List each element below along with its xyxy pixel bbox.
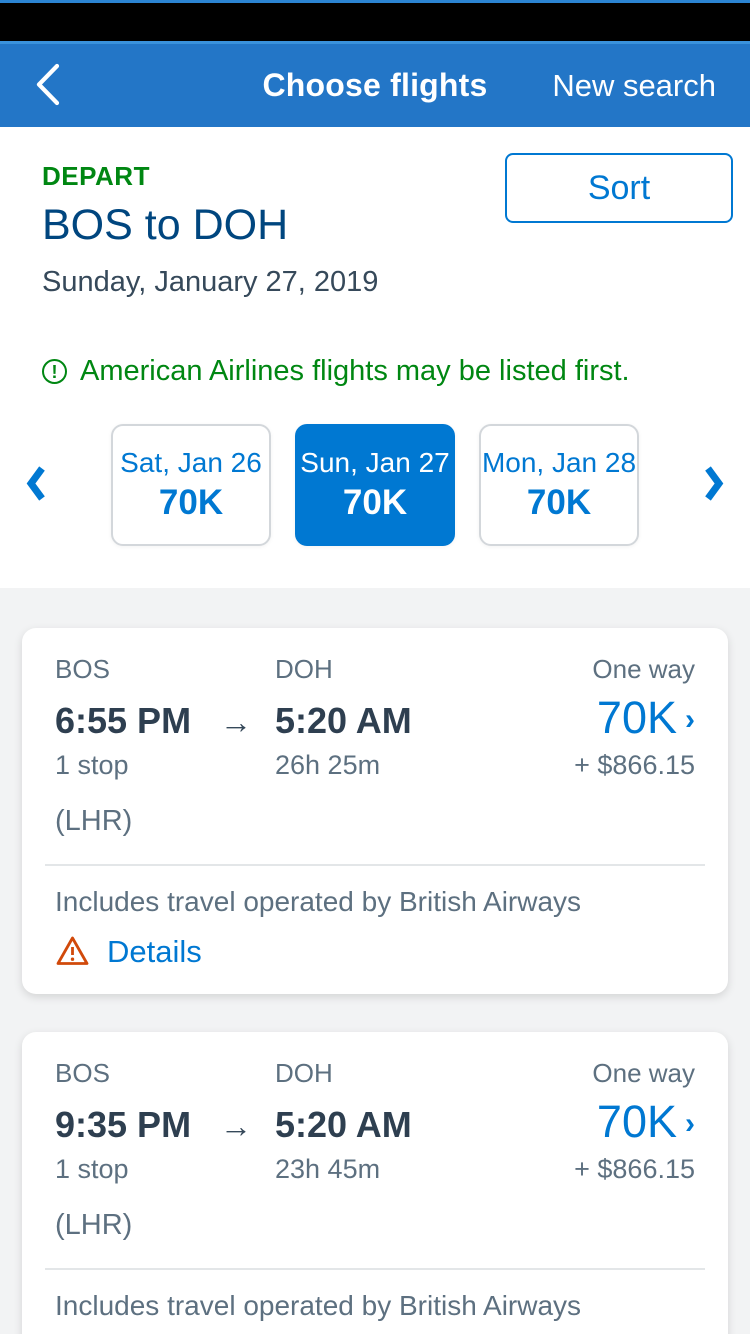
origin-code: BOS: [55, 1058, 110, 1088]
back-chevron-icon: [34, 62, 61, 110]
award-price-link[interactable]: 70K ›: [597, 1096, 695, 1148]
cash-addon-label: + $866.15: [574, 750, 695, 780]
app-bar: Choose flights New search: [0, 44, 750, 127]
fare-type-label: One way: [592, 654, 695, 684]
chevron-right-icon: ›: [685, 1107, 695, 1140]
next-dates-button[interactable]: [700, 460, 728, 511]
stops-label: 1 stop: [55, 1154, 129, 1184]
duration-label: 26h 25m: [275, 750, 381, 780]
flight-card[interactable]: BOS DOH One way 9:35 PM → 5:20 AM 70K › …: [22, 1032, 728, 1334]
route-title: BOS to DOH: [42, 201, 289, 249]
pill-award-price: 70K: [526, 483, 592, 522]
chevron-right-icon: ›: [685, 703, 695, 736]
stops-label: 1 stop: [55, 750, 129, 780]
card-divider: [45, 864, 705, 866]
date-pill-sun-jan-27[interactable]: Sun, Jan 27 70K: [295, 424, 455, 546]
date-pill-mon-jan-28[interactable]: Mon, Jan 28 70K: [479, 424, 639, 546]
destination-code: DOH: [275, 654, 333, 684]
pill-date-label: Sat, Jan 26: [120, 447, 262, 478]
flight-card[interactable]: BOS DOH One way 6:55 PM → 5:20 AM 70K › …: [22, 628, 728, 994]
chevron-left-icon: [26, 464, 46, 507]
depart-time: 6:55 PM: [55, 700, 192, 741]
chevron-right-icon: [704, 464, 724, 507]
airports-row: BOS DOH One way: [55, 654, 695, 685]
back-button[interactable]: [30, 58, 65, 114]
award-price: 70K: [596, 1096, 677, 1147]
duration-label: 23h 45m: [275, 1154, 381, 1184]
destination-code: DOH: [275, 1058, 333, 1088]
date-pill-sat-jan-26[interactable]: Sat, Jan 26 70K: [111, 424, 271, 546]
depart-time: 9:35 PM: [55, 1104, 192, 1145]
warning-triangle-icon: [55, 935, 90, 970]
flight-arrow-icon: →: [220, 1108, 252, 1144]
flight-meta-row: 1 stop 26h 25m + $866.15: [55, 750, 695, 781]
connection-airport: (LHR): [55, 1209, 133, 1241]
cash-addon-label: + $866.15: [574, 1154, 695, 1184]
notice-text: American Airlines flights may be listed …: [80, 355, 630, 387]
status-bar: [0, 0, 750, 44]
flight-results-list: BOS DOH One way 6:55 PM → 5:20 AM 70K › …: [0, 588, 750, 1334]
pill-date-label: Sun, Jan 27: [300, 447, 450, 478]
operated-by-note: Includes travel operated by British Airw…: [55, 886, 582, 917]
connection-airport: (LHR): [55, 805, 133, 837]
depart-header-section: DEPART BOS to DOH Sunday, January 27, 20…: [0, 127, 750, 299]
origin-code: BOS: [55, 654, 110, 684]
card-divider: [45, 1268, 705, 1270]
new-search-button[interactable]: New search: [552, 67, 716, 103]
arrive-time: 5:20 AM: [275, 700, 412, 741]
arrive-time: 5:20 AM: [275, 1104, 412, 1145]
pill-date-label: Mon, Jan 28: [481, 447, 637, 478]
airports-row: BOS DOH One way: [55, 1058, 695, 1089]
date-carousel: Sat, Jan 26 70K Sun, Jan 27 70K Mon, Jan…: [0, 424, 750, 546]
award-price: 70K: [596, 692, 677, 743]
info-icon: !: [42, 359, 67, 384]
depart-label: DEPART: [42, 161, 150, 191]
details-button[interactable]: Details: [55, 934, 202, 970]
flight-meta-row: 1 stop 23h 45m + $866.15: [55, 1154, 695, 1185]
sort-button[interactable]: Sort: [505, 153, 733, 223]
depart-date: Sunday, January 27, 2019: [42, 266, 379, 298]
times-row: 9:35 PM → 5:20 AM 70K ›: [55, 1096, 695, 1148]
pill-award-price: 70K: [158, 483, 224, 522]
pill-award-price: 70K: [342, 483, 408, 522]
fare-type-label: One way: [592, 1058, 695, 1088]
previous-dates-button[interactable]: [22, 460, 50, 511]
airline-notice: ! American Airlines flights may be liste…: [0, 355, 750, 388]
operated-by-note: Includes travel operated by British Airw…: [55, 1290, 582, 1321]
flight-arrow-icon: →: [220, 704, 252, 740]
times-row: 6:55 PM → 5:20 AM 70K ›: [55, 692, 695, 744]
award-price-link[interactable]: 70K ›: [597, 692, 695, 744]
details-label: Details: [107, 934, 202, 969]
